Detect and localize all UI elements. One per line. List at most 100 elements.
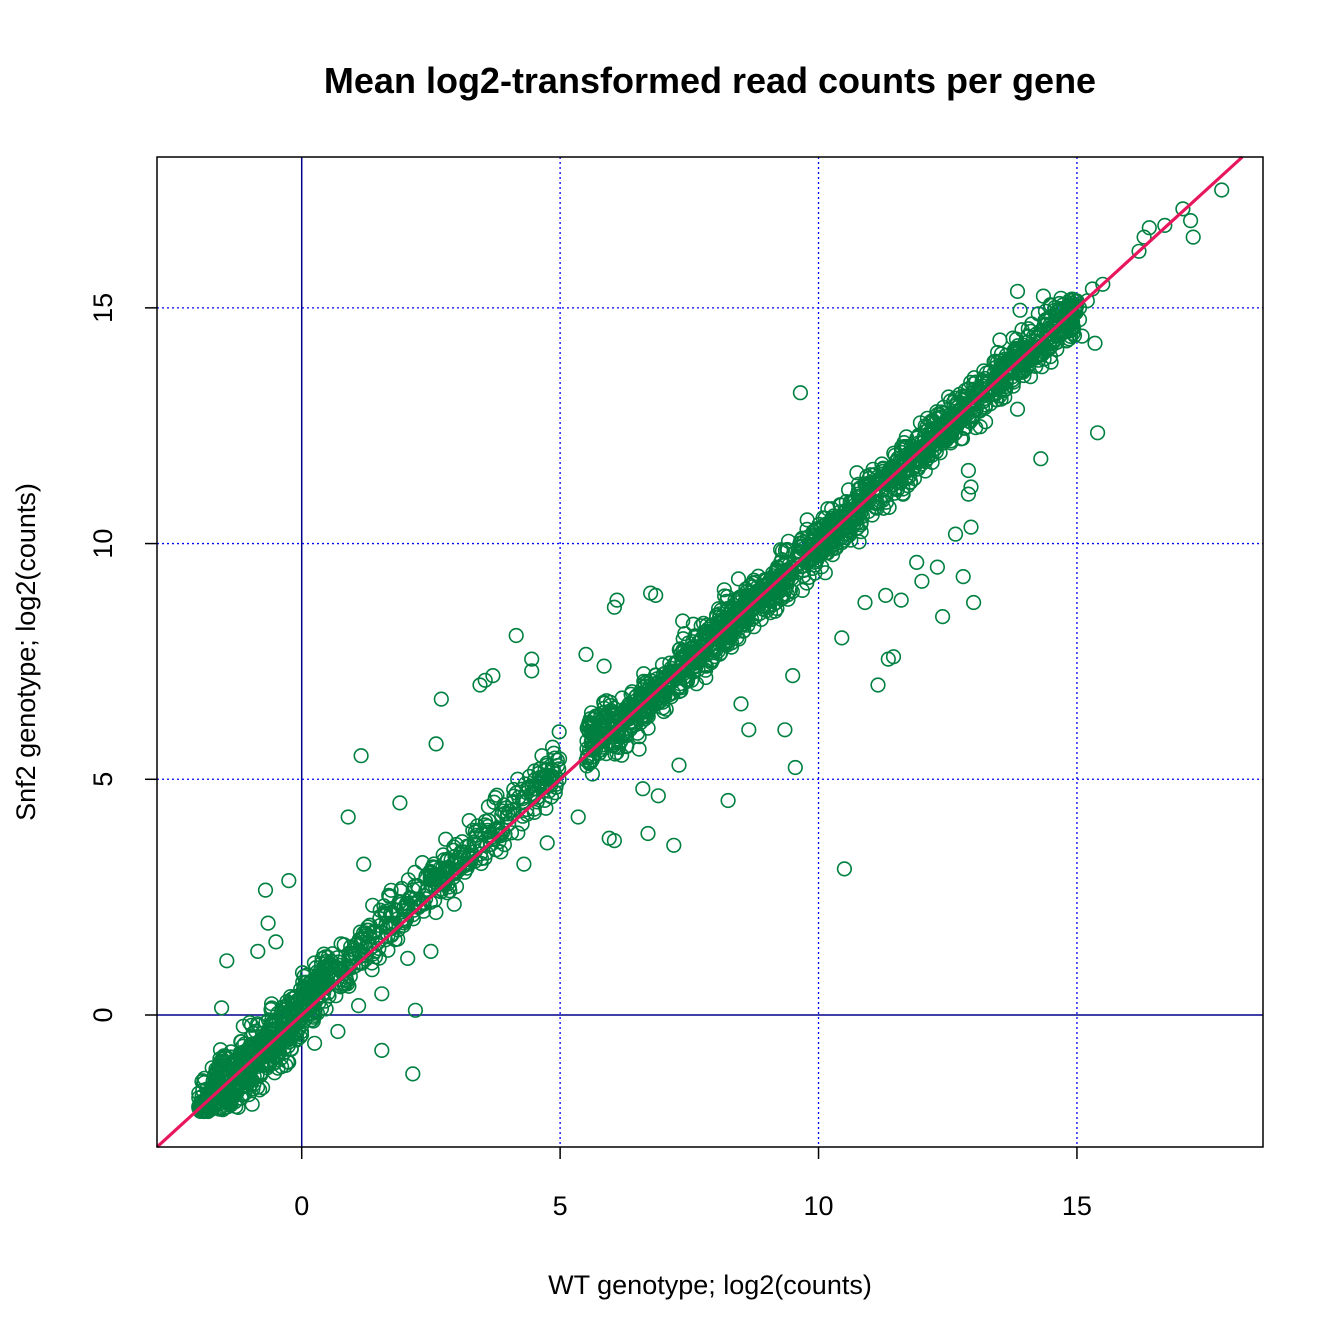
data-point bbox=[837, 509, 853, 526]
data-point bbox=[696, 625, 713, 641]
data-point bbox=[451, 861, 468, 878]
data-point bbox=[246, 1076, 262, 1092]
data-point bbox=[192, 1103, 208, 1119]
data-point bbox=[472, 677, 488, 693]
data-point bbox=[697, 662, 714, 678]
data-point bbox=[787, 759, 803, 776]
data-point bbox=[592, 719, 608, 736]
data-point bbox=[1005, 330, 1021, 346]
data-point bbox=[597, 712, 614, 728]
data-point bbox=[685, 616, 701, 632]
data-point bbox=[381, 887, 397, 904]
data-point bbox=[235, 1018, 251, 1034]
data-point bbox=[995, 358, 1011, 374]
data-point bbox=[1023, 351, 1039, 367]
data-point bbox=[947, 526, 964, 542]
data-point bbox=[858, 491, 874, 507]
data-point bbox=[614, 727, 631, 743]
data-point bbox=[243, 1029, 259, 1046]
data-point bbox=[301, 1001, 317, 1017]
data-point bbox=[805, 560, 821, 577]
data-point bbox=[1043, 354, 1059, 370]
data-point bbox=[1034, 359, 1050, 375]
data-point bbox=[255, 1079, 271, 1096]
data-point bbox=[775, 556, 792, 573]
data-point bbox=[1049, 341, 1065, 357]
data-point bbox=[281, 872, 297, 889]
data-point bbox=[606, 737, 622, 753]
data-point bbox=[777, 722, 793, 738]
data-point bbox=[895, 485, 911, 502]
data-point bbox=[544, 739, 561, 755]
data-point bbox=[675, 613, 691, 629]
data-point bbox=[654, 657, 671, 673]
data-point bbox=[936, 422, 953, 439]
data-point bbox=[1048, 308, 1064, 324]
data-point bbox=[719, 629, 736, 646]
data-point bbox=[730, 571, 747, 587]
data-point bbox=[243, 1017, 260, 1033]
data-point bbox=[997, 389, 1013, 405]
data-point bbox=[374, 986, 390, 1002]
data-point bbox=[963, 374, 979, 391]
data-point bbox=[1033, 451, 1049, 467]
data-point bbox=[1131, 243, 1147, 259]
data-point bbox=[546, 745, 562, 761]
data-point bbox=[599, 708, 616, 725]
data-point bbox=[1019, 334, 1035, 351]
data-point bbox=[430, 871, 446, 887]
data-point bbox=[284, 991, 300, 1007]
data-point bbox=[732, 619, 748, 635]
data-point bbox=[362, 917, 378, 933]
data-point bbox=[598, 693, 615, 709]
y-tick-label: 15 bbox=[88, 293, 118, 323]
data-point bbox=[895, 481, 911, 497]
data-point bbox=[394, 880, 410, 897]
data-point bbox=[783, 559, 799, 576]
data-point bbox=[293, 1011, 309, 1027]
data-point bbox=[345, 948, 361, 965]
data-point bbox=[544, 761, 560, 778]
data-point bbox=[551, 751, 568, 767]
data-point bbox=[675, 631, 691, 647]
data-point bbox=[1214, 182, 1230, 198]
data-point bbox=[878, 494, 895, 510]
data-point bbox=[750, 568, 766, 584]
data-point bbox=[1157, 217, 1173, 233]
data-point bbox=[893, 592, 909, 608]
data-point bbox=[414, 854, 431, 871]
data-point bbox=[551, 724, 567, 740]
data-point bbox=[909, 554, 925, 571]
data-point bbox=[314, 951, 330, 967]
data-point bbox=[963, 479, 979, 495]
data-point bbox=[402, 891, 418, 907]
data-point bbox=[312, 976, 328, 992]
data-point bbox=[716, 582, 732, 598]
data-point bbox=[1182, 213, 1199, 229]
data-point bbox=[295, 983, 311, 999]
y-tick-label: 0 bbox=[88, 1007, 118, 1022]
data-point bbox=[330, 1023, 346, 1040]
data-point bbox=[992, 332, 1008, 348]
data-point bbox=[260, 1047, 277, 1063]
data-point bbox=[631, 741, 647, 757]
data-point bbox=[765, 596, 782, 613]
data-point bbox=[1039, 341, 1055, 357]
identity-line bbox=[155, 155, 1244, 1149]
data-point bbox=[428, 904, 444, 921]
data-point bbox=[351, 997, 367, 1014]
data-point bbox=[524, 663, 540, 679]
data-points bbox=[191, 182, 1230, 1120]
data-point bbox=[960, 486, 977, 502]
data-point bbox=[583, 733, 600, 749]
data-point bbox=[596, 704, 612, 720]
data-point bbox=[929, 559, 946, 575]
data-point bbox=[212, 1042, 229, 1058]
x-axis: 0 5 10 15 bbox=[294, 1147, 1092, 1221]
data-point bbox=[317, 949, 334, 965]
data-point bbox=[500, 806, 516, 822]
data-point bbox=[508, 627, 524, 644]
data-point bbox=[231, 1064, 247, 1080]
data-point bbox=[448, 854, 464, 870]
